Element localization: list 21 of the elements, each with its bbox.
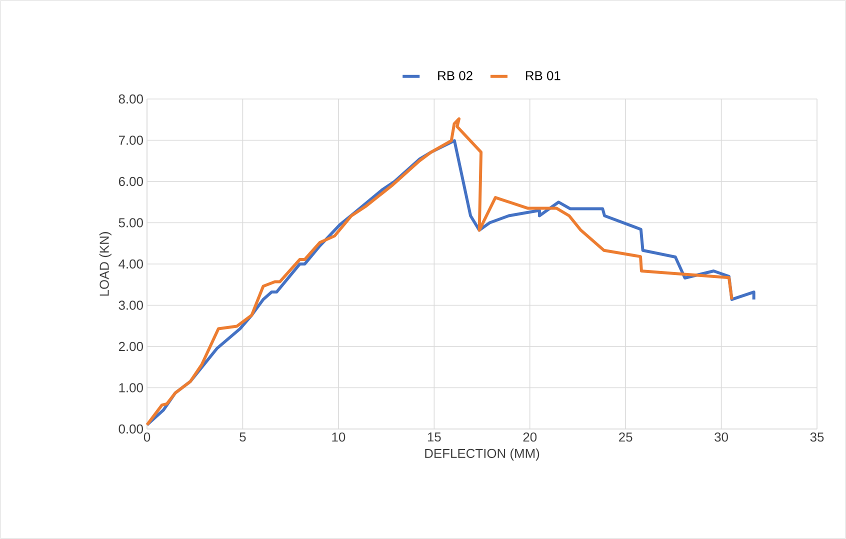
- y-tick-label: 6.00: [118, 176, 143, 186]
- y-axis-title: LOAD (KN): [99, 232, 112, 296]
- legend-label: RB 02: [438, 71, 472, 80]
- legend-label: RB 01: [526, 71, 560, 80]
- x-axis-title: DEFLECTION (MM): [425, 448, 540, 461]
- y-tick-label: 5.00: [118, 218, 143, 228]
- x-tick-label: 20: [523, 432, 537, 442]
- y-tick-label: 4.00: [118, 259, 143, 269]
- y-tick-label: 8.00: [118, 94, 143, 104]
- y-tick-label: 0.00: [118, 424, 143, 434]
- x-tick-label: 15: [428, 432, 441, 442]
- y-tick-label: 1.00: [119, 383, 143, 392]
- x-tick-label: 35: [810, 432, 824, 442]
- y-tick-label: 3.00: [118, 300, 143, 310]
- x-tick-label: 10: [332, 432, 346, 442]
- y-tick-label: 7.00: [118, 136, 143, 145]
- x-tick-label: 25: [619, 432, 632, 442]
- x-tick-label: 0: [144, 432, 150, 442]
- y-tick-label: 2.00: [118, 342, 143, 352]
- x-tick-label: 5: [240, 432, 246, 442]
- x-tick-label: 30: [714, 432, 728, 442]
